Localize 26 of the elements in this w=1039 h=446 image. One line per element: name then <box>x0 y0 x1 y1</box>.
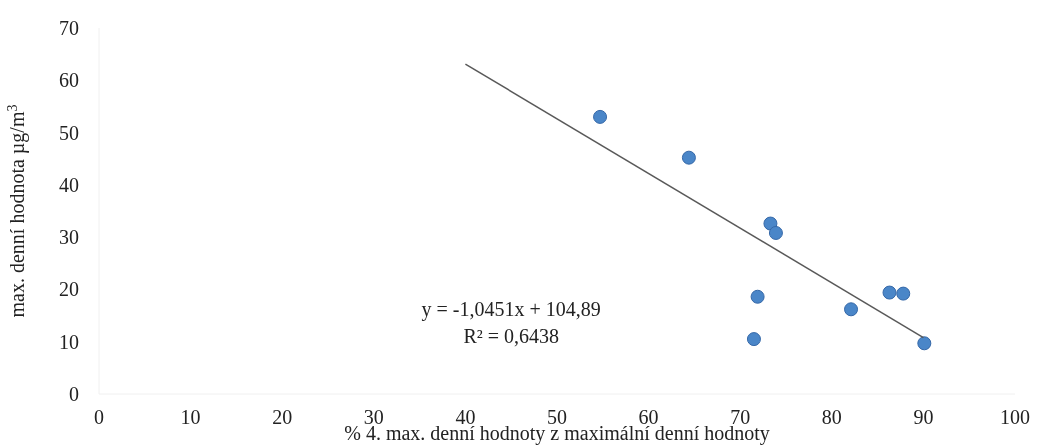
point <box>896 286 911 301</box>
y-tick-label: 20 <box>59 278 79 301</box>
x-tick-label: 10 <box>180 406 201 428</box>
point <box>768 225 783 240</box>
point <box>593 109 608 124</box>
y-tick-label: 30 <box>59 226 79 249</box>
point <box>917 336 932 351</box>
y-tick-label: 10 <box>59 330 79 353</box>
point <box>750 289 765 304</box>
point <box>746 332 761 347</box>
point <box>681 150 696 165</box>
x-tick-label: 0 <box>94 406 104 428</box>
x-tick-label: 80 <box>821 406 842 428</box>
y-tick-label: 50 <box>59 121 79 144</box>
y-tick-label: 70 <box>59 17 79 39</box>
y-tick-label: 60 <box>59 69 79 92</box>
x-tick-label: 20 <box>272 406 293 428</box>
y-tick-label: 40 <box>59 173 79 196</box>
annotation: R² = 0,6438 <box>463 324 560 347</box>
x-tick-label: 90 <box>913 406 934 428</box>
point <box>844 302 859 317</box>
annotation: y = -1,0451x + 104,89 <box>421 297 601 321</box>
x-tick-label: 50 <box>547 406 567 428</box>
x-tick-label: 100 <box>1000 406 1030 428</box>
point <box>882 285 897 300</box>
y-tick-label: 0 <box>69 383 79 405</box>
